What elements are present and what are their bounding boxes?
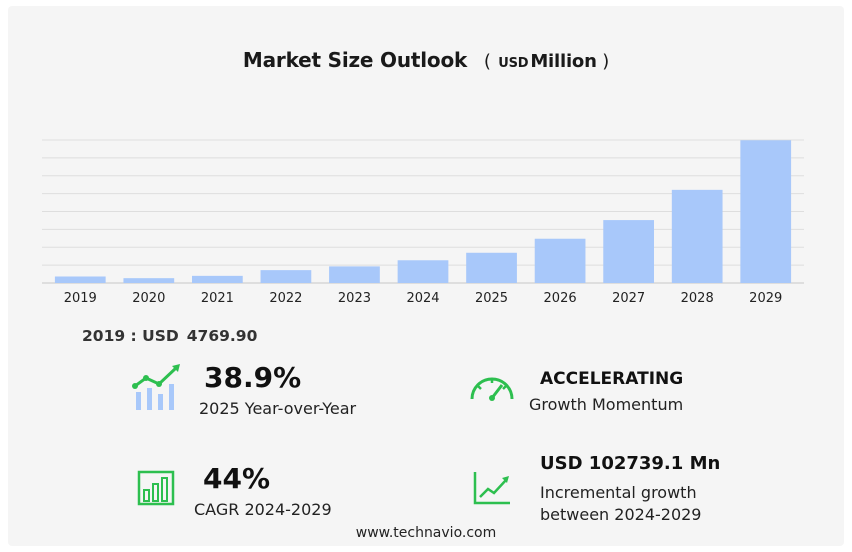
bar-2029 xyxy=(740,140,792,283)
chart-title: Market Size Outlook ( USD Million ) xyxy=(0,48,852,72)
speedometer-icon xyxy=(470,377,514,401)
bar-2028 xyxy=(671,189,723,283)
cagr-value: 44% xyxy=(203,462,271,495)
yoy-label: 2025 Year-over-Year xyxy=(199,399,357,418)
bar-2026 xyxy=(534,238,586,283)
bar-2024 xyxy=(397,260,449,283)
incremental-label: Incremental growth between 2024-2029 xyxy=(540,483,702,524)
bar-2023 xyxy=(329,266,380,283)
bar-growth-icon xyxy=(132,364,180,410)
cagr-label: CAGR 2024-2029 xyxy=(194,500,332,519)
x-tick-label: 2020 xyxy=(132,291,165,306)
title-unit: ( USD Million ) xyxy=(483,51,610,72)
source-footer: www.technavio.com xyxy=(355,525,497,541)
x-tick-label: 2026 xyxy=(544,291,577,306)
bar-2027 xyxy=(603,220,654,283)
bar-2020 xyxy=(123,278,175,283)
yoy-value: 38.9% xyxy=(204,361,302,394)
x-tick-label: 2021 xyxy=(201,291,234,306)
x-tick-label: 2024 xyxy=(406,291,439,306)
x-tick-label: 2027 xyxy=(612,291,645,306)
title-main: Market Size Outlook xyxy=(242,48,468,72)
momentum-value: ACCELERATING xyxy=(540,369,684,389)
x-tick-label: 2023 xyxy=(338,291,371,306)
x-tick-label: 2022 xyxy=(269,291,302,306)
bar-chart-icon xyxy=(137,470,175,506)
trend-line-icon xyxy=(473,472,510,505)
x-tick-label: 2025 xyxy=(475,291,508,306)
bar-2021 xyxy=(192,275,243,283)
bar-2025 xyxy=(466,252,517,283)
x-tick-label: 2028 xyxy=(681,291,714,306)
base-year-value: 2019 : USD 4769.90 xyxy=(82,327,258,345)
x-tick-label: 2029 xyxy=(749,291,782,306)
x-tick-label: 2019 xyxy=(64,291,97,306)
momentum-label: Growth Momentum xyxy=(529,395,684,414)
bar-2019 xyxy=(54,276,106,283)
bar-2022 xyxy=(260,270,312,283)
incremental-value: USD 102739.1 Mn xyxy=(540,453,721,474)
bar-chart: 2019 2020 2021 2022 2023 2024 2025 2026 2027 2028… xyxy=(42,139,804,306)
